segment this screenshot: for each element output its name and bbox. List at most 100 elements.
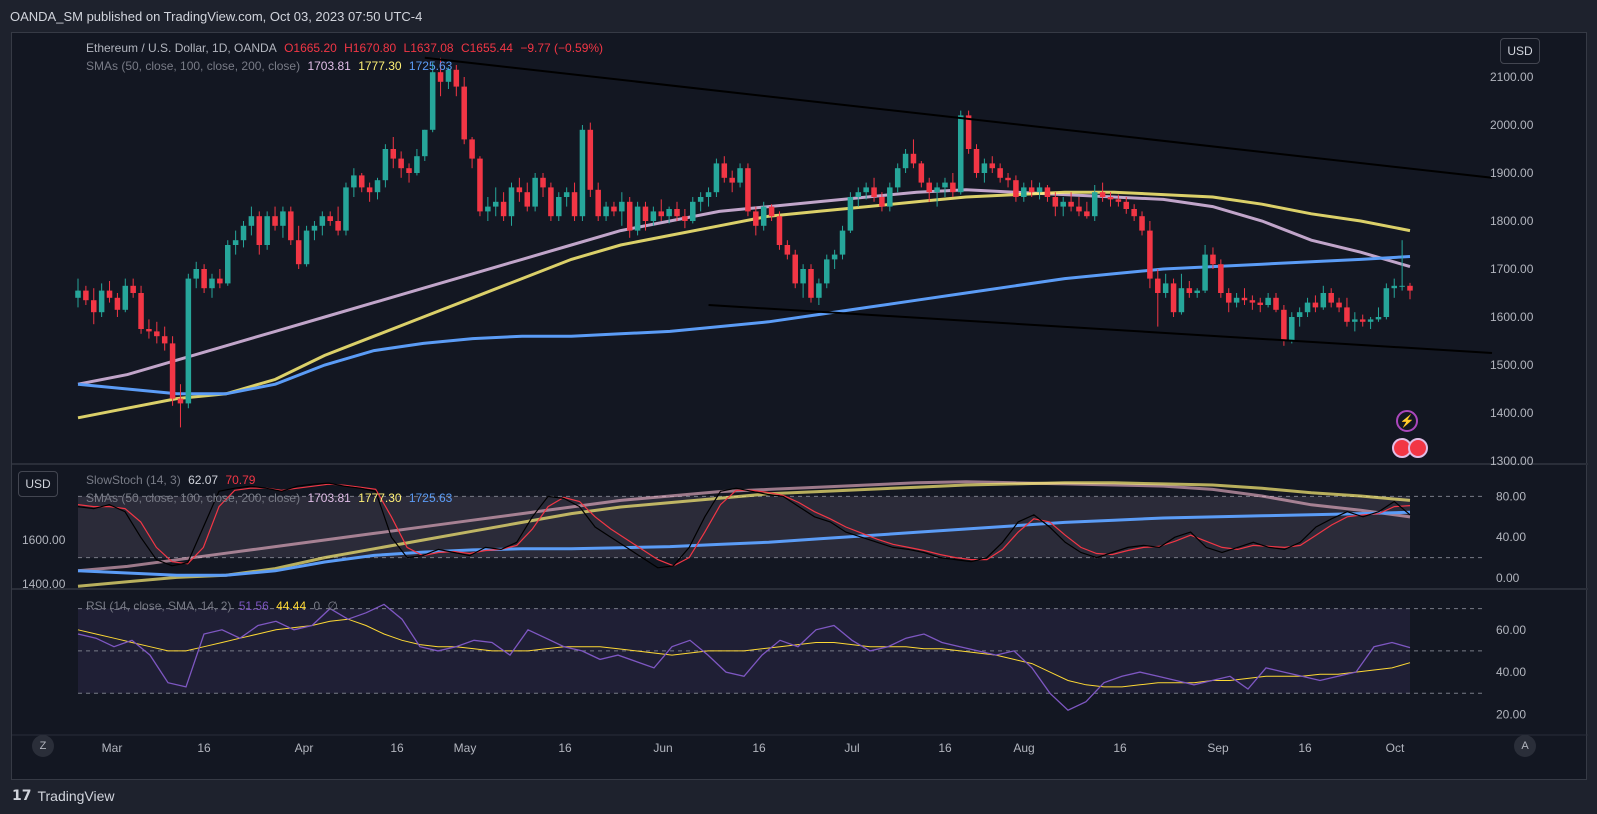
candle-body bbox=[224, 245, 231, 284]
stoch-band-fill bbox=[78, 496, 1410, 558]
candle-body bbox=[1225, 293, 1232, 303]
zoom-corner-button[interactable]: Z bbox=[32, 735, 54, 757]
stoch-tick-label: 0.00 bbox=[1496, 571, 1520, 585]
candle-body bbox=[461, 86, 467, 140]
candle-body bbox=[1107, 197, 1114, 200]
open-value: O1665.20 bbox=[284, 41, 337, 55]
rsi-tick-label: 20.00 bbox=[1496, 707, 1526, 721]
stoch-currency-button[interactable]: USD bbox=[18, 471, 58, 497]
currency-button[interactable]: USD bbox=[1500, 38, 1540, 64]
main-legend-row1: Ethereum / U.S. Dollar, 1D, OANDA O1665.… bbox=[86, 41, 607, 55]
publish-info: OANDA_SM published on TradingView.com, O… bbox=[10, 9, 423, 24]
candle-body bbox=[193, 269, 199, 279]
auto-scale-button[interactable]: A bbox=[1514, 735, 1536, 757]
close-value: C1655.44 bbox=[460, 41, 513, 55]
high-value: H1670.80 bbox=[344, 41, 397, 55]
candle-body bbox=[1281, 309, 1287, 341]
time-tick-label: 16 bbox=[558, 741, 572, 755]
rsi-label: RSI (14, close, SMA, 14, 2) bbox=[86, 599, 232, 613]
price-tick-label: 1600.00 bbox=[1490, 310, 1534, 324]
candle-body bbox=[98, 290, 105, 313]
low-value: L1637.08 bbox=[403, 41, 454, 55]
candle-body bbox=[138, 293, 144, 329]
candle-body bbox=[950, 182, 956, 193]
candle-body bbox=[532, 177, 538, 207]
stoch-sma100-line bbox=[77, 481, 1411, 588]
candle-body bbox=[800, 269, 806, 284]
candle-body bbox=[311, 225, 318, 231]
change-value: −9.77 (−0.59%) bbox=[520, 41, 604, 55]
candle-body bbox=[753, 211, 759, 226]
candle-body bbox=[1289, 317, 1295, 341]
candle-body bbox=[626, 201, 633, 231]
candle-body bbox=[548, 187, 554, 217]
main-legend-row2: SMAs (50, close, 100, close, 200, close)… bbox=[86, 59, 456, 73]
candle-body bbox=[1060, 201, 1066, 207]
chart-area[interactable]: 80.00 40.00 0.00 1600.00 1400.00 60.00 40.00 2… bbox=[11, 32, 1588, 781]
candle-body bbox=[1273, 297, 1279, 310]
chart-canvas[interactable]: 80.00 40.00 0.00 1600.00 1400.00 60.00 40.00 2… bbox=[12, 33, 1588, 781]
candle-body bbox=[382, 149, 389, 181]
candle-body bbox=[1304, 302, 1311, 313]
candle-body bbox=[1044, 187, 1051, 197]
candle-body bbox=[122, 285, 129, 310]
candles bbox=[75, 57, 1413, 428]
candle-body bbox=[887, 187, 893, 207]
candle-body bbox=[524, 192, 531, 207]
stoch-d-value: 70.79 bbox=[225, 473, 256, 487]
time-tick-label: 16 bbox=[1113, 741, 1127, 755]
candle-body bbox=[816, 283, 822, 298]
candle-body bbox=[1352, 319, 1358, 322]
candle-body bbox=[1178, 288, 1185, 313]
candle-body bbox=[422, 129, 428, 157]
publish-header: OANDA_SM published on TradingView.com, O… bbox=[0, 0, 1597, 32]
candle-body bbox=[1257, 302, 1264, 305]
candle-body bbox=[351, 175, 357, 188]
candle-body bbox=[240, 225, 247, 241]
stoch-tick-label: 40.00 bbox=[1496, 530, 1526, 544]
candle-body bbox=[469, 139, 475, 159]
stoch-k-value: 62.07 bbox=[188, 473, 219, 487]
candle-body bbox=[965, 115, 972, 149]
stoch-sma200-line bbox=[77, 510, 1411, 577]
candle-body bbox=[398, 158, 404, 169]
stoch-pane: 80.00 40.00 0.00 1600.00 1400.00 bbox=[22, 480, 1526, 591]
candle-body bbox=[855, 192, 862, 197]
time-tick-label: 16 bbox=[390, 741, 404, 755]
us-flag-icon[interactable] bbox=[1408, 438, 1428, 458]
candle-body bbox=[1036, 187, 1043, 193]
time-axis: Mar 16 Apr 16 May 16 Jun 16 Jul 16 Aug 16 Sep 16 Oct bbox=[102, 741, 1405, 755]
stoch-sma-label: SMAs (50, close, 100, close, 200, close) bbox=[86, 491, 301, 505]
candle-body bbox=[1399, 285, 1405, 287]
rsi-value: 51.56 bbox=[238, 599, 269, 613]
time-tick-label: Sep bbox=[1207, 741, 1229, 755]
candle-body bbox=[169, 343, 176, 399]
candle-body bbox=[997, 168, 1003, 178]
candle-body bbox=[823, 259, 830, 284]
price-tick-label: 1800.00 bbox=[1490, 214, 1534, 228]
candle-body bbox=[682, 216, 688, 221]
rsi-ma-value: 44.44 bbox=[276, 599, 307, 613]
time-tick-label: 16 bbox=[752, 741, 766, 755]
trendline bbox=[424, 56, 1493, 179]
candle-body bbox=[1005, 177, 1011, 181]
candle-body bbox=[130, 285, 136, 293]
time-tick-label: Jul bbox=[844, 741, 859, 755]
tradingview-logo[interactable]: 17 TradingView bbox=[12, 788, 115, 804]
candle-body bbox=[934, 187, 940, 193]
candle-body bbox=[571, 192, 578, 217]
candle-body bbox=[75, 290, 81, 298]
candle-body bbox=[500, 201, 507, 217]
candle-body bbox=[674, 209, 680, 217]
lightning-icon[interactable]: ⚡ bbox=[1396, 410, 1418, 432]
candle-body bbox=[1367, 319, 1374, 322]
candle-body bbox=[1296, 312, 1303, 317]
candle-body bbox=[587, 129, 594, 190]
time-tick-label: 16 bbox=[197, 741, 211, 755]
candle-body bbox=[973, 149, 980, 173]
rsi-legend: RSI (14, close, SMA, 14, 2) 51.56 44.44 … bbox=[86, 599, 342, 613]
candle-body bbox=[989, 163, 996, 169]
candle-body bbox=[288, 211, 294, 241]
candle-body bbox=[1375, 317, 1382, 320]
candle-body bbox=[1407, 285, 1413, 291]
